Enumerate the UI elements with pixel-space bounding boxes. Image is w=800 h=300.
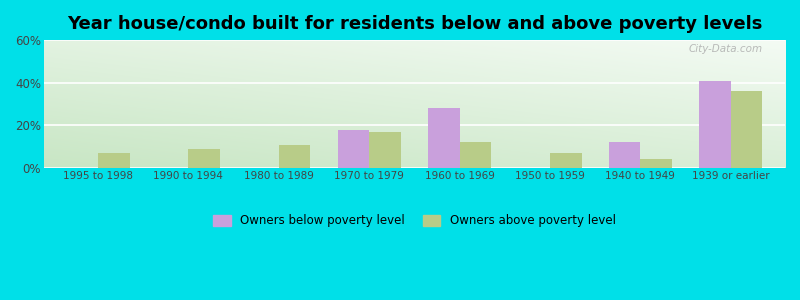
- Bar: [428, 108, 459, 168]
- Bar: [459, 142, 491, 168]
- Bar: [730, 91, 762, 168]
- Bar: [699, 81, 730, 168]
- Bar: [189, 149, 220, 168]
- Bar: [609, 142, 640, 168]
- Bar: [369, 132, 401, 168]
- Bar: [640, 159, 672, 168]
- Text: City-Data.com: City-Data.com: [689, 44, 762, 54]
- Bar: [338, 130, 369, 168]
- Title: Year house/condo built for residents below and above poverty levels: Year house/condo built for residents bel…: [66, 15, 762, 33]
- Bar: [550, 153, 582, 168]
- Bar: [278, 145, 310, 168]
- Legend: Owners below poverty level, Owners above poverty level: Owners below poverty level, Owners above…: [208, 210, 621, 232]
- Bar: [98, 153, 130, 168]
